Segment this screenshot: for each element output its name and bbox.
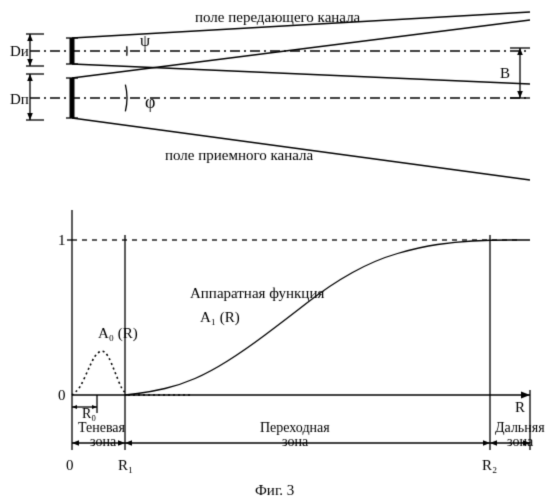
diagram-canvas (0, 0, 549, 500)
figure-container (0, 0, 549, 500)
